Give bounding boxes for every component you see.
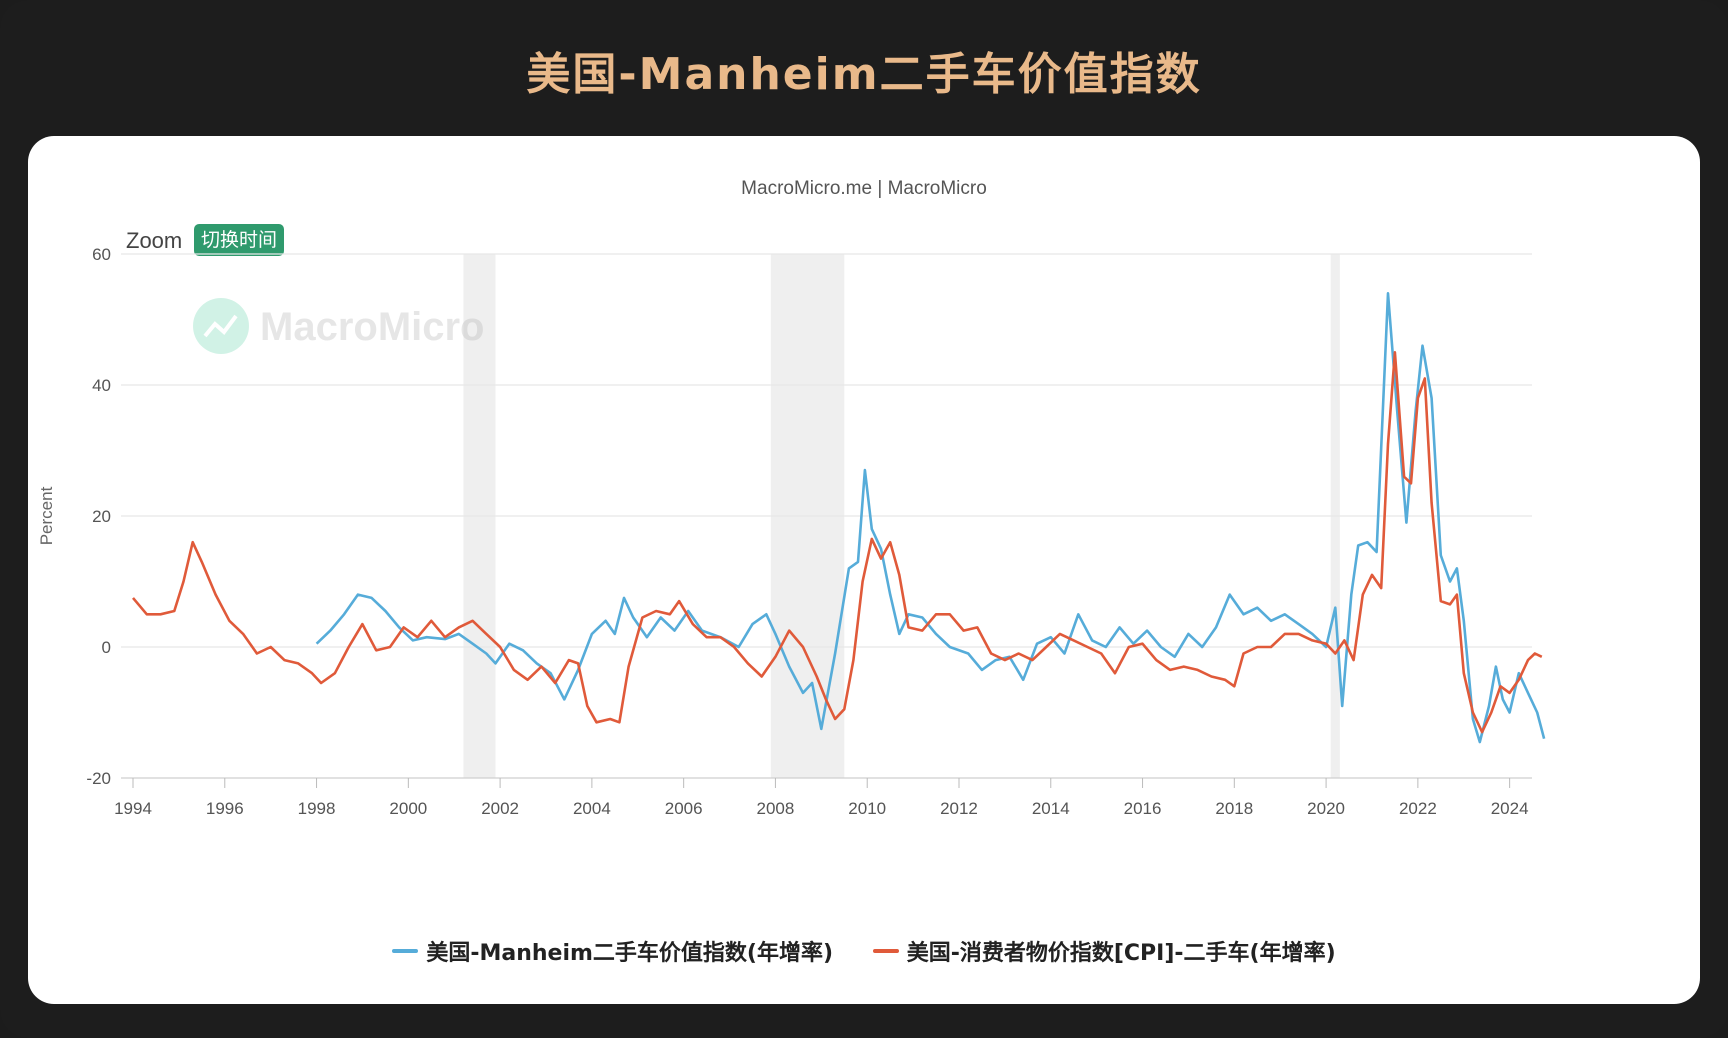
x-tick-label: 2020 <box>1307 799 1345 818</box>
y-axis-title: Percent <box>37 486 56 545</box>
x-tick-label: 2008 <box>757 799 795 818</box>
zoom-label: Zoom <box>126 228 183 253</box>
x-tick-label: 2018 <box>1215 799 1253 818</box>
x-tick-label: 1998 <box>298 799 336 818</box>
x-tick-label: 2024 <box>1491 799 1529 818</box>
legend-item-cpi[interactable]: 美国-消费者物价指数[CPI]-二手车(年增率) <box>872 935 1336 967</box>
logo-trend-mark <box>203 314 238 338</box>
y-tick-label: 0 <box>102 638 111 657</box>
legend-swatch-manheim <box>392 949 419 953</box>
line-chart: MacroMicro 60 40 20 0 -20 1994 1996 1998 2000 20… <box>37 245 1546 818</box>
x-tick-label: 2012 <box>940 799 978 818</box>
x-tick-label: 2006 <box>665 799 703 818</box>
x-tick-label: 2016 <box>1124 799 1162 818</box>
legend-item-manheim[interactable]: 美国-Manheim二手车价值指数(年增率) <box>392 935 833 967</box>
x-tick-label: 2000 <box>389 799 427 818</box>
chart-card: MacroMicro.me | MacroMicro Zoom 切换时间 Mac… <box>28 136 1700 1004</box>
y-tick-label: 40 <box>92 376 111 395</box>
legend-swatch-cpi <box>872 949 899 953</box>
gridlines <box>121 253 1532 779</box>
x-axis: 1994 1996 1998 2000 2002 2004 2006 2008 2010 2012… <box>114 778 1529 818</box>
watermark: MacroMicro <box>193 298 485 354</box>
series-line-cpi <box>132 351 1543 734</box>
watermark-text: MacroMicro <box>260 305 485 349</box>
x-tick-label: 2022 <box>1399 799 1437 818</box>
banner-title: 美国-Manheim二手车价值指数 <box>526 49 1202 100</box>
x-tick-label: 2014 <box>1032 799 1070 818</box>
macromicro-logo-icon <box>193 298 249 354</box>
series-line-manheim <box>315 292 1546 744</box>
y-tick-label: 20 <box>92 507 111 526</box>
x-tick-label: 1996 <box>206 799 244 818</box>
x-tick-label: 1994 <box>114 799 152 818</box>
series-lines <box>132 292 1546 744</box>
x-tick-label: 2010 <box>848 799 886 818</box>
y-tick-label: -20 <box>86 769 111 788</box>
legend-label-manheim: 美国-Manheim二手车价值指数(年增率) <box>426 941 834 966</box>
zoom-toggle-button[interactable]: 切换时间 <box>194 224 285 256</box>
legend: 美国-Manheim二手车价值指数(年增率) 美国-消费者物价指数[CPI]-二… <box>28 934 1700 967</box>
x-tick-label: 2002 <box>481 799 519 818</box>
x-tick-label: 2004 <box>573 799 611 818</box>
y-axis: 60 40 20 0 -20 <box>86 245 111 788</box>
legend-label-cpi: 美国-消费者物价指数[CPI]-二手车(年增率) <box>906 941 1336 966</box>
chart-credit: MacroMicro.me | MacroMicro <box>741 178 987 199</box>
y-tick-label: 60 <box>92 245 111 264</box>
